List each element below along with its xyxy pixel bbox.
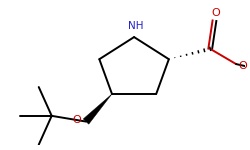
Text: O: O — [212, 8, 220, 18]
Text: O: O — [72, 115, 81, 125]
Polygon shape — [83, 94, 112, 124]
Text: O: O — [239, 61, 248, 71]
Text: NH: NH — [128, 21, 144, 31]
